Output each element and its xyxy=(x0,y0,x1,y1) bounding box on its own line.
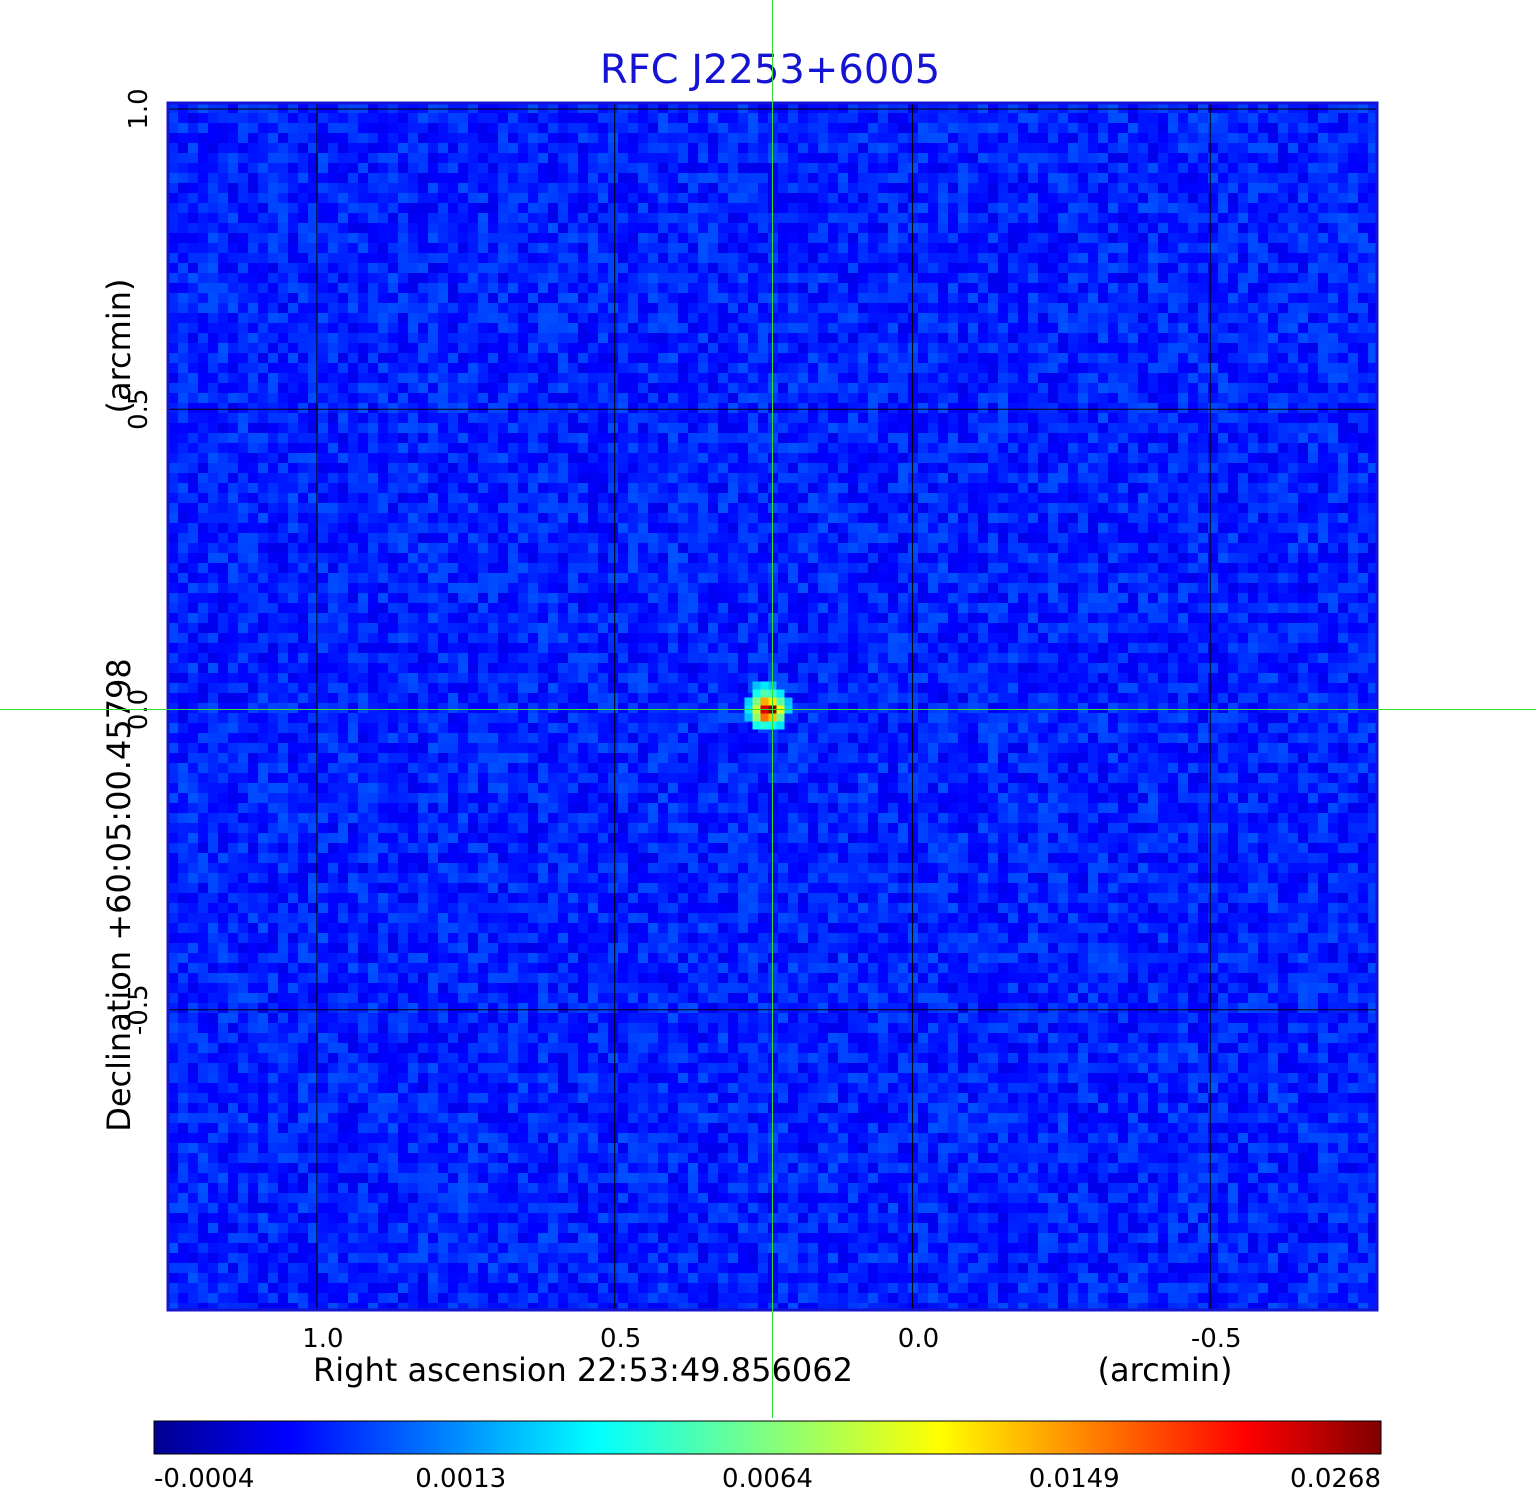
x-tick-label: 1.0 xyxy=(302,1324,343,1354)
colorbar-tick-label: 0.0149 xyxy=(1029,1464,1120,1494)
colorbar-tick-label: 0.0268 xyxy=(1290,1464,1381,1494)
colorbar-tick-labels: -0.0004 0.0013 0.0064 0.0149 0.0268 xyxy=(154,1464,1381,1494)
x-tick-label: -0.5 xyxy=(1191,1324,1242,1354)
source-pixel xyxy=(752,681,761,690)
source-pixel xyxy=(752,697,761,706)
source-pixel xyxy=(784,697,793,706)
colorbar xyxy=(153,1420,1382,1455)
y-axis-label: Declination +60:05:00.45798 xyxy=(100,658,138,1132)
crosshair xyxy=(0,0,1536,1418)
source-pixel xyxy=(744,697,753,706)
y-tick-label: -0.5 xyxy=(124,984,154,1035)
x-axis-label: Right ascension 22:53:49.856062 xyxy=(313,1351,853,1389)
source-pixel xyxy=(744,713,753,722)
colorbar-tick-label: 0.0064 xyxy=(722,1464,813,1494)
source-pixel xyxy=(760,713,769,722)
source-pixel xyxy=(776,689,785,698)
colorbar-tick-label: -0.0004 xyxy=(154,1464,254,1494)
source-pixel xyxy=(760,721,769,730)
source-pixel xyxy=(776,713,785,722)
source-pixel xyxy=(776,721,785,730)
y-tick-label: 0.5 xyxy=(124,389,154,430)
colorbar-tick-label: 0.0013 xyxy=(415,1464,506,1494)
x-axis-unit: (arcmin) xyxy=(1098,1351,1233,1389)
x-tick-label: 0.5 xyxy=(600,1324,641,1354)
source-pixel xyxy=(776,697,785,706)
source-pixel xyxy=(752,689,761,698)
source-pixel xyxy=(760,697,769,706)
chart-title: RFC J2253+6005 xyxy=(600,47,940,93)
y-tick-label: 1.0 xyxy=(124,88,154,129)
source-pixel xyxy=(760,681,769,690)
source-pixel xyxy=(752,721,761,730)
source-pixel xyxy=(760,689,769,698)
y-axis-unit: (arcmin) xyxy=(100,279,138,414)
x-tick-label: 0.0 xyxy=(898,1324,939,1354)
source-pixel xyxy=(752,713,761,722)
